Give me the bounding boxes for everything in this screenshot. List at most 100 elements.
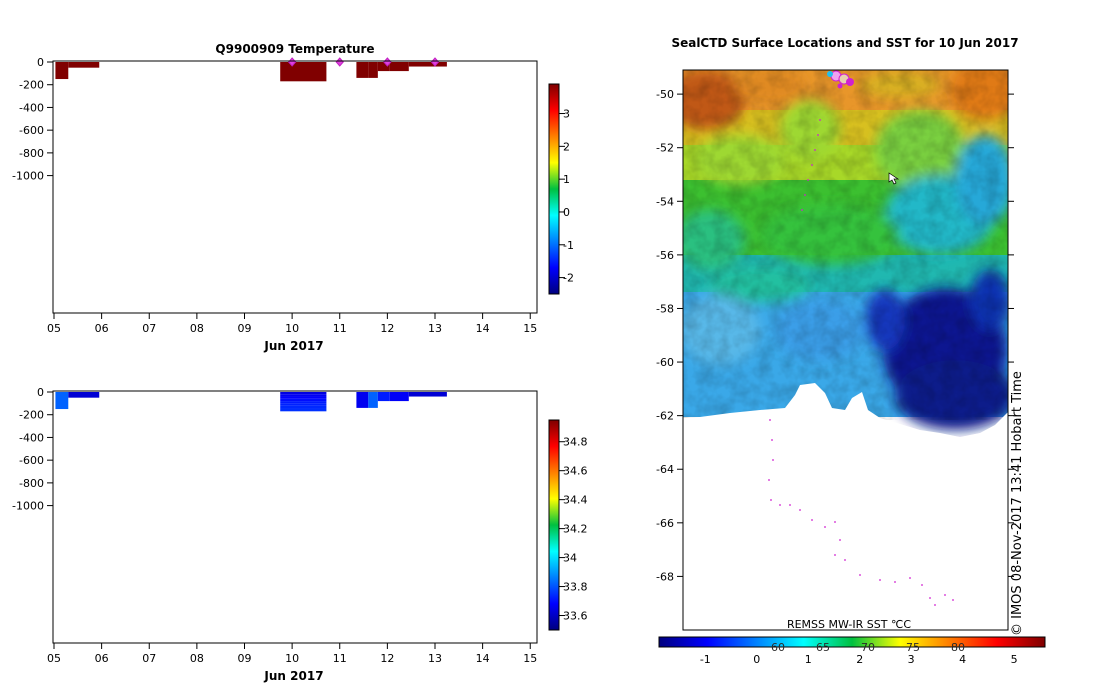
lat-tick-label-1: -52 bbox=[656, 142, 674, 155]
profile-cell-2-0 bbox=[280, 62, 327, 82]
x-tick-label-3: 08 bbox=[190, 652, 204, 665]
y-tick-label-0: 0 bbox=[37, 56, 44, 69]
colorbar-tick-label-2: 1 bbox=[563, 173, 570, 186]
salinity-colorbar: 34.8 34.6 34.4 34.2 34 33.8 33.6 bbox=[548, 419, 588, 631]
sst-colorbar-f-label-1: 65 bbox=[816, 641, 830, 654]
x-tick-label-0: 05 bbox=[47, 322, 61, 335]
x-tick-label-1: 06 bbox=[95, 652, 109, 665]
salinity-xlabel: Jun 2017 bbox=[263, 669, 323, 683]
x-tick-label-0: 05 bbox=[47, 652, 61, 665]
seal-track bbox=[768, 119, 954, 606]
lat-tick-label-6: -62 bbox=[656, 410, 674, 423]
colorbar-tick-label-3: 34.2 bbox=[563, 523, 588, 536]
salinity-time-axis: 05 06 07 08 09 10 11 12 13 14 15 bbox=[47, 643, 537, 665]
profile-marker-1 bbox=[335, 57, 344, 67]
profile-cell-2-3 bbox=[280, 398, 327, 402]
sst-colorbar-c-label-2: 1 bbox=[805, 653, 812, 666]
profile-cell-2-2 bbox=[280, 396, 327, 399]
sst-colorbar-c-label-4: 3 bbox=[908, 653, 915, 666]
x-tick-label-1: 06 bbox=[95, 322, 109, 335]
y-tick-label-1: -200 bbox=[19, 409, 44, 422]
profile-cell-6-0 bbox=[389, 392, 409, 402]
temperature-xlabel: Jun 2017 bbox=[263, 339, 323, 353]
y-tick-label-2: -400 bbox=[19, 431, 44, 444]
temperature-section-chart: Q9900909 Temperature 0 -200 -400 -600 -800 -1… bbox=[12, 42, 574, 353]
sst-map-title: SealCTD Surface Locations and SST for 10… bbox=[671, 36, 1018, 50]
colorbar-tick-label-2: 34.4 bbox=[563, 494, 588, 507]
profile-cell-2-6 bbox=[280, 405, 327, 409]
profile-cell-6-0 bbox=[389, 62, 409, 72]
profile-cell-7-0 bbox=[408, 392, 447, 397]
profile-cell-3-0 bbox=[356, 392, 369, 408]
profile-cell-7-0 bbox=[408, 62, 447, 67]
y-tick-label-1: -200 bbox=[19, 79, 44, 92]
y-tick-label-5: -1000 bbox=[12, 500, 44, 513]
sst-colorbar-f-label-3: 75 bbox=[906, 641, 920, 654]
sst-colorbar-f-label-0: 60 bbox=[771, 641, 785, 654]
y-tick-label-2: -400 bbox=[19, 101, 44, 114]
sst-colorbar-gradient bbox=[658, 636, 1046, 648]
lat-tick-label-4: -58 bbox=[656, 302, 674, 315]
latitude-axis: -50 -52 -54 -56 -58 -60 -62 -64 -66 -68 bbox=[656, 88, 1014, 583]
x-tick-label-6: 11 bbox=[333, 322, 347, 335]
x-tick-label-4: 09 bbox=[237, 322, 251, 335]
x-tick-label-9: 14 bbox=[476, 652, 490, 665]
x-tick-label-3: 08 bbox=[190, 322, 204, 335]
salinity-profile-cells bbox=[55, 392, 447, 412]
y-tick-label-3: -600 bbox=[19, 124, 44, 137]
x-tick-label-7: 12 bbox=[380, 322, 394, 335]
sst-colorbar-c-label-0: -1 bbox=[700, 653, 711, 666]
sst-colorbar-c-label-6: 5 bbox=[1011, 653, 1018, 666]
sst-colorbar-f-label-2: 70 bbox=[861, 641, 875, 654]
lat-tick-label-8: -66 bbox=[656, 517, 674, 530]
profile-cell-0-0 bbox=[55, 392, 69, 410]
profile-cell-2-4 bbox=[280, 401, 327, 404]
salinity-depth-axis: 0 -200 -400 -600 -800 -1000 bbox=[12, 386, 53, 513]
temperature-colorbar: 3 2 1 0 -1 -2 bbox=[548, 83, 574, 295]
profile-cell-2-5 bbox=[280, 403, 327, 406]
lat-tick-label-0: -50 bbox=[656, 88, 674, 101]
x-tick-label-2: 07 bbox=[142, 322, 156, 335]
y-tick-label-4: -800 bbox=[19, 477, 44, 490]
colorbar-tick-label-1: 2 bbox=[563, 140, 570, 153]
colorbar-tick-label-0: 3 bbox=[563, 108, 570, 121]
profile-cell-1-0 bbox=[68, 62, 100, 68]
x-tick-label-8: 13 bbox=[428, 652, 442, 665]
profile-cell-2-1 bbox=[280, 394, 327, 397]
profile-cell-0-0 bbox=[55, 62, 69, 80]
colorbar-tick-label-5: 33.8 bbox=[563, 581, 588, 594]
salinity-section-chart: 0 -200 -400 -600 -800 -1000 05 06 07 08 09 10 11 12 1… bbox=[12, 386, 587, 683]
colorbar-tick-label-5: -2 bbox=[563, 272, 574, 285]
sst-map: SealCTD Surface Locations and SST for 10… bbox=[656, 36, 1046, 666]
lat-tick-label-3: -56 bbox=[656, 249, 674, 262]
y-tick-label-5: -1000 bbox=[12, 170, 44, 183]
x-tick-label-5: 10 bbox=[285, 652, 299, 665]
imos-credit: © IMOS 08-Nov-2017 13:41 Hobart Time bbox=[1010, 371, 1025, 636]
lat-tick-label-5: -60 bbox=[656, 356, 674, 369]
salinity-plot-frame bbox=[52, 390, 538, 644]
temperature-colorbar-gradient bbox=[548, 83, 560, 295]
lat-tick-label-2: -54 bbox=[656, 195, 674, 208]
x-tick-label-5: 10 bbox=[285, 322, 299, 335]
profile-cell-2-0 bbox=[280, 392, 327, 395]
temperature-profile-cells bbox=[55, 62, 447, 82]
cursor-arrow-icon bbox=[888, 172, 900, 185]
profile-cell-1-0 bbox=[68, 392, 100, 398]
profile-cell-5-0 bbox=[377, 392, 390, 402]
x-tick-label-10: 15 bbox=[523, 322, 537, 335]
colorbar-tick-label-4: -1 bbox=[563, 239, 574, 252]
profile-cell-2-7 bbox=[280, 408, 327, 412]
temperature-time-axis: 05 06 07 08 09 10 11 12 13 14 15 bbox=[47, 313, 537, 335]
colorbar-tick-label-6: 33.6 bbox=[563, 610, 588, 623]
sst-colorbar-f-label-4: 80 bbox=[951, 641, 965, 654]
profile-cell-4-0 bbox=[368, 62, 378, 78]
ice-mask bbox=[683, 383, 1008, 630]
sst-colorbar: -1 0 1 2 3 4 5 60 65 70 75 80 bbox=[658, 636, 1046, 666]
temperature-plot-frame bbox=[52, 60, 538, 314]
x-tick-label-2: 07 bbox=[142, 652, 156, 665]
x-tick-label-7: 12 bbox=[380, 652, 394, 665]
y-tick-label-0: 0 bbox=[37, 386, 44, 399]
y-tick-label-4: -800 bbox=[19, 147, 44, 160]
profile-cell-4-0 bbox=[368, 392, 378, 408]
